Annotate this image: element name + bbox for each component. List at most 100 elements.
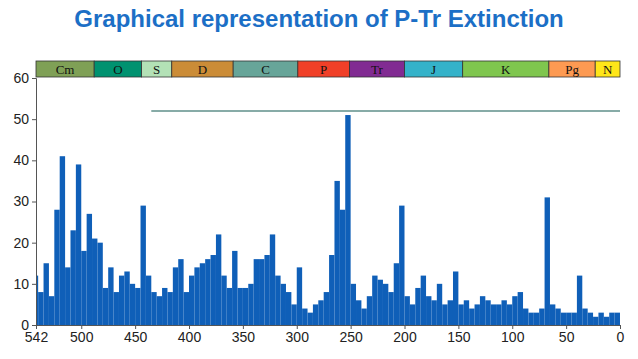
bar (458, 304, 463, 325)
bar (318, 300, 323, 325)
bar (383, 284, 388, 325)
y-tick: 30 (13, 193, 36, 209)
reference-line (151, 110, 620, 112)
bar (405, 296, 410, 325)
bar (232, 251, 237, 325)
bar (264, 255, 269, 325)
y-tick-label: 60 (13, 70, 29, 86)
x-axis: 542500450400350300250200150100500 (25, 325, 625, 345)
bar (356, 300, 361, 325)
period (405, 61, 463, 77)
bar (415, 288, 420, 325)
bar (184, 292, 189, 325)
bar (173, 267, 178, 325)
period (142, 61, 172, 77)
x-tick: 400 (178, 325, 202, 345)
period (36, 61, 94, 77)
y-tick-label: 0 (21, 317, 29, 333)
x-tick-label: 100 (501, 329, 525, 345)
bar (453, 271, 458, 325)
bar (76, 164, 81, 325)
x-tick-label: 450 (124, 329, 148, 345)
bar (469, 309, 474, 325)
bar (609, 313, 614, 325)
y-tick-label: 30 (13, 193, 29, 209)
bar (254, 259, 259, 325)
x-tick-label: 150 (447, 329, 471, 345)
bar (437, 284, 442, 325)
bar (200, 263, 205, 325)
bar (491, 304, 496, 325)
bar (237, 288, 242, 325)
y-tick-mark (32, 243, 36, 244)
y-tick-mark (32, 119, 36, 120)
bar (302, 309, 307, 325)
period-label: N (603, 62, 613, 77)
period-label: D (198, 62, 207, 77)
period-label: P (320, 62, 327, 77)
bar (545, 197, 550, 325)
bar (151, 292, 156, 325)
bar (593, 317, 598, 325)
period (94, 61, 141, 77)
bar (119, 276, 124, 325)
bar (388, 292, 393, 325)
bar (324, 292, 329, 325)
bar (135, 288, 140, 325)
bar (442, 304, 447, 325)
bar (351, 284, 356, 325)
bar (431, 300, 436, 325)
bar (216, 234, 221, 325)
bar (44, 263, 49, 325)
period (549, 61, 595, 77)
bar (566, 313, 571, 325)
x-tick-label: 400 (178, 329, 202, 345)
period-label: Cm (56, 62, 75, 77)
bar (480, 296, 485, 325)
bar (146, 276, 151, 325)
x-tick: 450 (124, 325, 148, 345)
bar (308, 313, 313, 325)
bar (114, 292, 119, 325)
y-tick: 40 (13, 152, 36, 168)
bar (189, 276, 194, 325)
bar (604, 317, 609, 325)
chart: Graphical representation of P-Tr Extinct… (0, 0, 638, 359)
x-tick: 50 (559, 325, 575, 345)
x-tick-label: 500 (70, 329, 94, 345)
marks (36, 111, 620, 325)
y-tick-label: 40 (13, 152, 29, 168)
period (233, 61, 298, 77)
bar (588, 313, 593, 325)
x-tick-label: 350 (232, 329, 256, 345)
y-tick-label: 10 (13, 276, 29, 292)
period (463, 61, 549, 77)
bar (421, 276, 426, 325)
period-label: Tr (371, 62, 383, 77)
y-tick-mark (32, 325, 36, 326)
bar (512, 296, 517, 325)
y-tick: 50 (13, 111, 36, 127)
bar (157, 296, 162, 325)
period-label: O (113, 62, 122, 77)
period-label: C (261, 62, 270, 77)
bar (130, 284, 135, 325)
bar (448, 300, 453, 325)
y-tick-mark (32, 78, 36, 79)
bar (539, 309, 544, 325)
y-tick-label: 50 (13, 111, 29, 127)
bar (340, 210, 345, 325)
x-tick: 200 (393, 325, 417, 345)
bar (561, 313, 566, 325)
bar (345, 115, 350, 325)
bar (38, 292, 43, 325)
period-band: CmOSDCPTrJKPgN (36, 61, 620, 77)
x-tick-label: 50 (559, 329, 575, 345)
bar (87, 214, 92, 325)
bar (65, 267, 70, 325)
bar (270, 234, 275, 325)
y-tick-mark (32, 202, 36, 203)
bar (124, 271, 129, 325)
bar (97, 243, 102, 325)
bar (248, 284, 253, 325)
